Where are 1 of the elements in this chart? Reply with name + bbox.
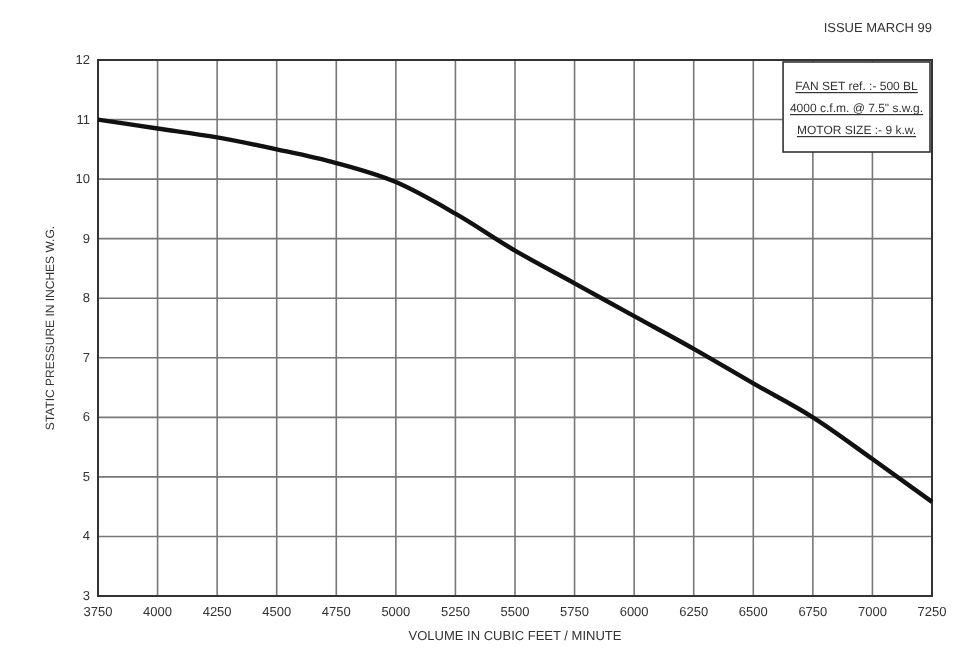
line-series bbox=[95, 117, 935, 505]
